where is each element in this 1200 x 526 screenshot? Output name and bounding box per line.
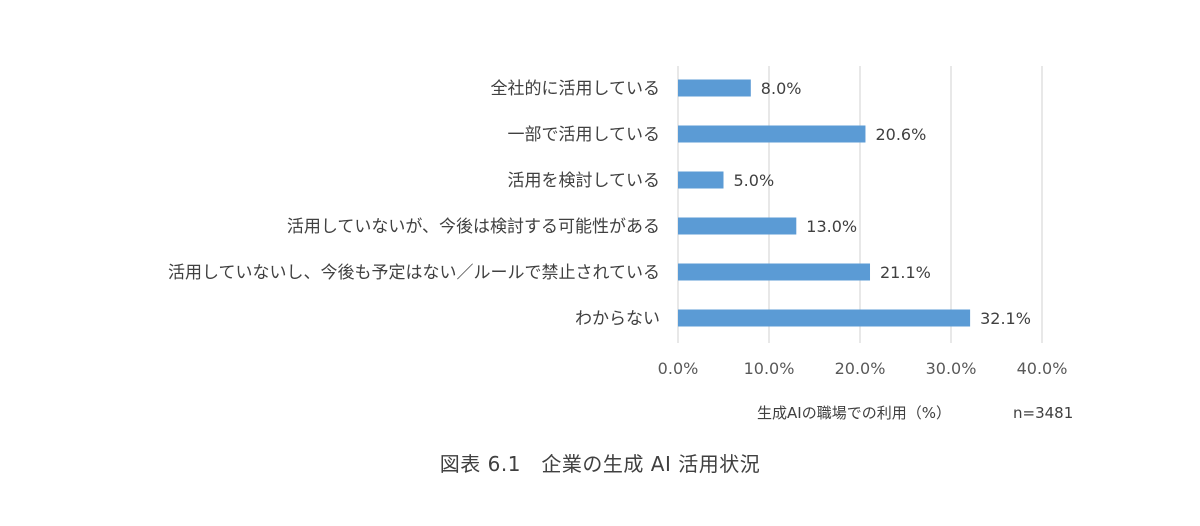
category-label: わからない [575,309,660,329]
gridlines [677,66,1043,343]
category-label: 活用していないが、今後は検討する可能性がある [287,217,660,237]
x-axis-title: 生成AIの職場での利用（%） [757,404,951,422]
bar [678,171,724,189]
x-tick-label: 40.0% [1017,359,1068,378]
x-tick-label: 0.0% [658,359,699,378]
x-tick-label: 30.0% [926,359,977,378]
figure-caption: 図表 6.1 企業の生成 AI 活用状況 [439,452,761,476]
bar [678,217,797,235]
x-tick-label: 20.0% [835,359,886,378]
bar [678,125,866,143]
bar [678,263,871,281]
bar-chart: 0.0% 10.0% 20.0% 30.0% 40.0% 全社的に活用している 8.0% 一部… [168,66,1073,422]
data-label: 8.0% [761,79,802,98]
x-tick-label: 10.0% [744,359,795,378]
data-label: 20.6% [875,125,926,144]
bar [678,309,971,327]
data-label: 13.0% [806,217,857,236]
data-label: 21.1% [880,263,931,282]
data-label: 32.1% [980,309,1031,328]
category-label: 全社的に活用している [491,79,661,99]
category-label: 活用を検討している [508,171,661,191]
data-label: 5.0% [734,171,775,190]
bar [678,79,751,97]
bars [678,79,971,327]
labels: 0.0% 10.0% 20.0% 30.0% 40.0% 全社的に活用している 8.0% 一部… [168,79,1067,378]
category-label: 活用していないし、今後も予定はない／ルールで禁止されている [168,263,660,283]
category-label: 一部で活用している [508,125,661,145]
sample-size-note: n=3481 [1013,404,1073,422]
